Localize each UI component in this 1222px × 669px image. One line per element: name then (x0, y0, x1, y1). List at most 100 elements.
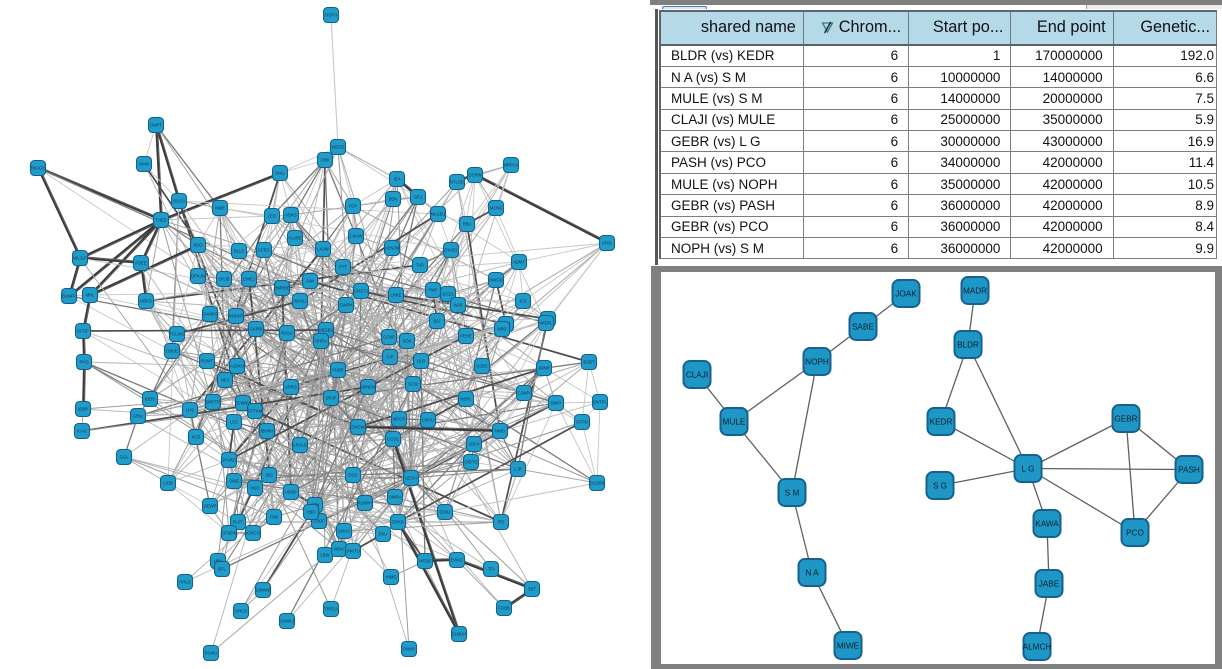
svg-text:IEA: IEA (394, 177, 401, 182)
svg-text:NWD: NWD (495, 429, 505, 434)
svg-text:CCOL: CCOL (387, 437, 399, 442)
svg-text:SABE: SABE (852, 322, 874, 331)
svg-text:LEO: LEO (268, 214, 277, 219)
svg-text:RKAGE: RKAGE (31, 166, 46, 171)
svg-text:HBO: HBO (306, 510, 316, 515)
svg-text:DLMUH: DLMUH (452, 632, 467, 637)
svg-text:EWEJ: EWEJ (243, 277, 255, 282)
svg-text:HKO: HKO (250, 486, 260, 491)
svg-text:SWI: SWI (306, 279, 314, 284)
svg-text:CIP: CIP (387, 355, 394, 360)
svg-text:FGBB: FGBB (498, 606, 510, 611)
svg-text:KEDR: KEDR (930, 417, 953, 426)
svg-text:BUNFF: BUNFF (62, 294, 76, 299)
svg-text:ALMCH: ALMCH (1023, 642, 1052, 651)
svg-text:NIDK: NIDK (334, 547, 344, 552)
svg-text:ADKS: ADKS (285, 213, 297, 218)
svg-text:PLPT: PLPT (233, 520, 244, 525)
svg-text:OCRW: OCRW (468, 173, 481, 178)
svg-text:HJJRE: HJJRE (288, 236, 301, 241)
svg-text:PGMU: PGMU (205, 651, 218, 656)
svg-text:JMNR: JMNR (538, 366, 550, 371)
svg-text:BLLE: BLLE (234, 249, 244, 254)
svg-text:GRIU: GRIU (133, 414, 143, 419)
svg-text:FNB: FNB (270, 515, 279, 520)
svg-text:OEWP: OEWP (204, 504, 217, 509)
svg-text:GKPBI: GKPBI (250, 327, 263, 332)
svg-text:JOWKJ: JOWKJ (280, 619, 294, 624)
svg-text:WASU: WASU (294, 299, 306, 304)
svg-text:OJDC: OJDC (476, 364, 487, 369)
svg-text:SBT: SBT (528, 587, 537, 592)
svg-text:NRD: NRD (497, 327, 506, 332)
svg-text:UPNEM: UPNEM (360, 385, 376, 390)
svg-text:NDO: NDO (193, 243, 203, 248)
svg-text:DMPT: DMPT (150, 123, 162, 128)
svg-text:ECWNW: ECWNW (235, 401, 252, 406)
svg-text:PEI: PEI (498, 520, 505, 525)
svg-text:AJDKH: AJDKH (230, 364, 244, 369)
svg-text:CBOF: CBOF (313, 519, 325, 524)
svg-text:BDN: BDN (389, 197, 398, 202)
svg-text:CNCW: CNCW (351, 425, 364, 430)
svg-text:CKUW: CKUW (350, 234, 363, 239)
svg-text:UBFO: UBFO (140, 299, 152, 304)
svg-text:DDKJ: DDKJ (440, 510, 451, 515)
svg-text:RMRBE: RMRBE (274, 286, 289, 291)
svg-text:SJWWE: SJWWE (255, 588, 271, 593)
svg-text:TRFEA: TRFEA (324, 607, 338, 612)
svg-text:OAMKS: OAMKS (202, 312, 217, 317)
svg-text:OBUE: OBUE (166, 349, 178, 354)
svg-text:JBC: JBC (265, 473, 273, 478)
svg-text:HHLS: HHLS (179, 580, 190, 585)
svg-text:JCGG: JCGG (442, 292, 454, 297)
svg-text:AENJM: AENJM (385, 246, 400, 251)
svg-text:JABE: JABE (1039, 579, 1060, 588)
svg-text:ATOL: ATOL (602, 241, 613, 246)
svg-text:CCNP: CCNP (383, 335, 395, 340)
svg-text:CFGEW: CFGEW (221, 531, 237, 536)
svg-text:RBA: RBA (463, 222, 472, 227)
svg-text:LHKE: LHKE (391, 293, 402, 298)
svg-text:IEBR: IEBR (78, 407, 88, 412)
svg-text:CLAJI: CLAJI (686, 370, 708, 379)
svg-text:CHSTJ: CHSTJ (354, 289, 368, 294)
svg-text:KGE: KGE (192, 435, 201, 440)
svg-text:MULE: MULE (723, 417, 746, 426)
svg-text:MRPCA: MRPCA (503, 163, 518, 168)
svg-text:RDMT: RDMT (201, 359, 214, 364)
svg-text:DPJP: DPJP (326, 396, 337, 401)
svg-text:WIDFL: WIDFL (539, 321, 553, 326)
svg-text:MFDE: MFDE (419, 559, 431, 564)
svg-text:GGL: GGL (120, 455, 130, 460)
svg-text:S M: S M (785, 488, 800, 497)
svg-text:KFOF: KFOF (77, 329, 89, 334)
svg-text:PCO: PCO (1126, 528, 1144, 537)
svg-text:EKU: EKU (379, 532, 388, 537)
svg-text:PUBP: PUBP (332, 368, 344, 373)
svg-text:PHO: PHO (79, 360, 89, 365)
svg-text:KAWA: KAWA (1035, 519, 1059, 528)
svg-text:MADR: MADR (963, 286, 987, 295)
svg-text:MECR: MECR (393, 417, 405, 422)
svg-text:BFL: BFL (218, 567, 226, 572)
svg-text:BJJ: BJJ (434, 319, 441, 324)
svg-text:BMIP: BMIP (551, 401, 561, 406)
svg-text:LHS: LHS (186, 408, 194, 413)
svg-text:DLOEN: DLOEN (590, 481, 604, 486)
svg-text:LDLH: LDLH (469, 442, 480, 447)
svg-text:BSBT: BSBT (584, 360, 595, 365)
svg-text:MME: MME (215, 206, 225, 211)
svg-text:LHJW: LHJW (317, 247, 328, 252)
svg-text:LWAO: LWAO (338, 529, 351, 534)
svg-text:OHRA: OHRA (315, 339, 327, 344)
svg-text:GEJ: GEJ (414, 195, 422, 200)
svg-text:IBHKH: IBHKH (261, 429, 274, 434)
svg-text:NPJ: NPJ (221, 378, 229, 383)
svg-text:TCLWG: TCLWG (170, 332, 185, 337)
svg-text:OIDTD: OIDTD (464, 460, 477, 465)
svg-text:OIAEG: OIAEG (444, 248, 457, 253)
svg-text:MCNS: MCNS (490, 206, 503, 211)
svg-text:ULB: ULB (417, 359, 425, 364)
svg-text:IDDS: IDDS (145, 397, 155, 402)
